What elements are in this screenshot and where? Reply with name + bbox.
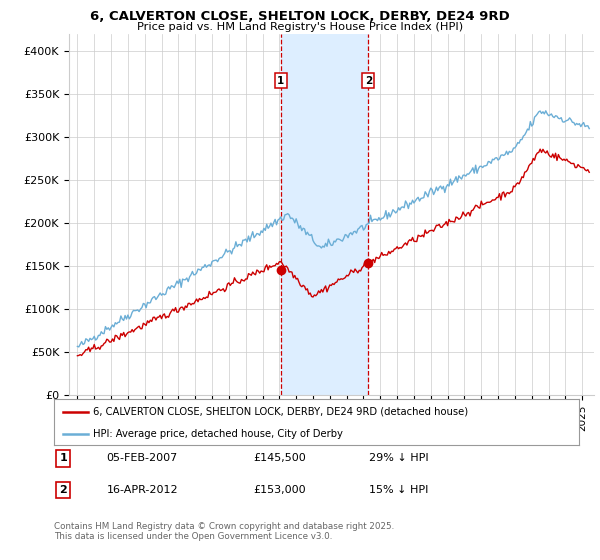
Text: HPI: Average price, detached house, City of Derby: HPI: Average price, detached house, City… — [94, 429, 343, 438]
Text: 05-FEB-2007: 05-FEB-2007 — [107, 454, 178, 464]
Text: 1: 1 — [277, 76, 284, 86]
Text: £145,500: £145,500 — [254, 454, 306, 464]
Text: 29% ↓ HPI: 29% ↓ HPI — [369, 454, 428, 464]
Text: 2: 2 — [59, 485, 67, 495]
Text: 15% ↓ HPI: 15% ↓ HPI — [369, 485, 428, 495]
Text: £153,000: £153,000 — [254, 485, 306, 495]
Text: Price paid vs. HM Land Registry's House Price Index (HPI): Price paid vs. HM Land Registry's House … — [137, 22, 463, 32]
Text: Contains HM Land Registry data © Crown copyright and database right 2025.
This d: Contains HM Land Registry data © Crown c… — [54, 522, 394, 542]
Bar — [281, 34, 368, 395]
Text: 16-APR-2012: 16-APR-2012 — [107, 485, 178, 495]
Text: 6, CALVERTON CLOSE, SHELTON LOCK, DERBY, DE24 9RD: 6, CALVERTON CLOSE, SHELTON LOCK, DERBY,… — [90, 10, 510, 23]
Text: 2: 2 — [365, 76, 372, 86]
Text: 6, CALVERTON CLOSE, SHELTON LOCK, DERBY, DE24 9RD (detached house): 6, CALVERTON CLOSE, SHELTON LOCK, DERBY,… — [94, 407, 469, 417]
Text: 1: 1 — [59, 454, 67, 464]
